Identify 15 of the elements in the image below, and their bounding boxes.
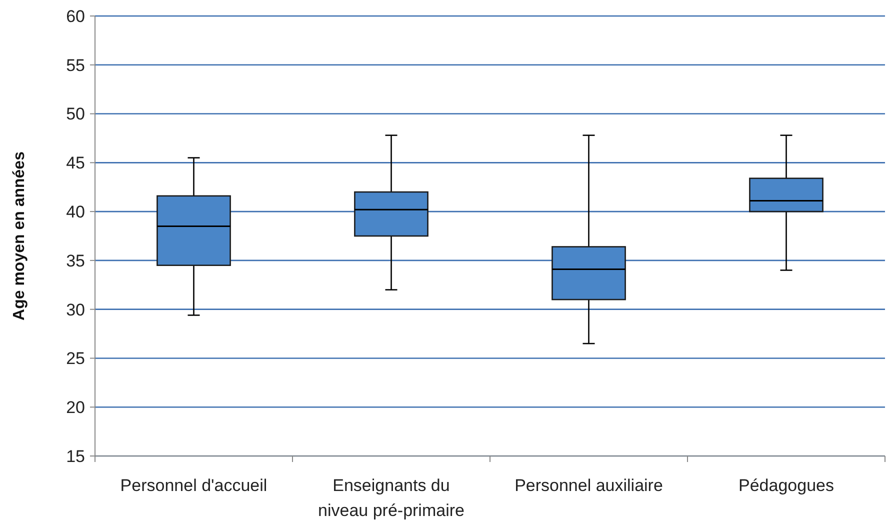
x-tick-label: Personnel d'accueil	[120, 476, 268, 495]
y-tick-label: 55	[66, 56, 85, 75]
y-tick-label: 30	[66, 300, 85, 320]
x-tick-label: Enseignants du niveau pré-primaire	[318, 476, 464, 520]
x-tick-label: Pédagogues	[738, 476, 834, 495]
y-tick-label: 15	[66, 446, 85, 466]
y-tick-label: 40	[66, 202, 85, 222]
x-tick-label: Personnel auxiliaire	[514, 476, 663, 495]
y-tick-label: 50	[66, 104, 85, 124]
y-axis-title: Age moyen en années	[11, 151, 28, 320]
y-tick-label: 60	[66, 6, 85, 26]
y-tick-label: 35	[66, 251, 85, 270]
y-tick-label: 20	[66, 398, 85, 418]
y-tick-label: 25	[66, 349, 85, 368]
y-tick-label: 45	[66, 154, 85, 173]
